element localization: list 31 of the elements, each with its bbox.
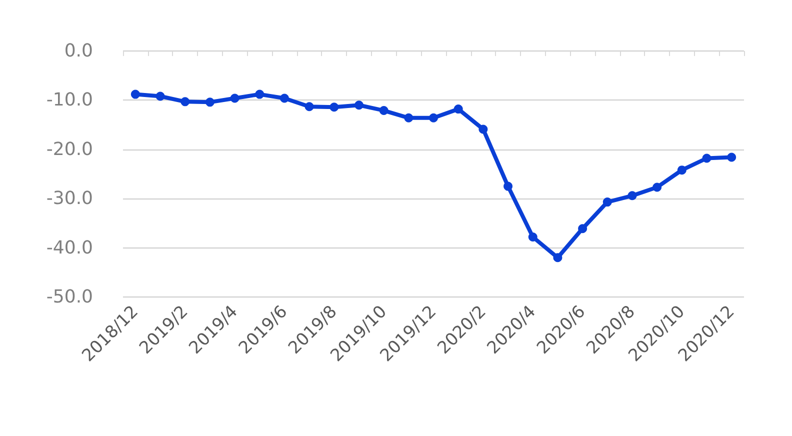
point bbox=[230, 94, 240, 103]
point bbox=[504, 182, 513, 191]
point bbox=[602, 198, 612, 207]
point bbox=[130, 90, 140, 99]
y-tick-label: -10.0 bbox=[46, 90, 93, 111]
point bbox=[702, 154, 712, 163]
point bbox=[404, 113, 414, 122]
y-tick-label: -50.0 bbox=[46, 286, 93, 308]
point bbox=[478, 124, 488, 134]
point bbox=[727, 152, 736, 162]
point bbox=[379, 106, 388, 116]
y-tick-label: 0.0 bbox=[64, 40, 93, 62]
point bbox=[330, 102, 339, 112]
point bbox=[180, 97, 190, 106]
y-tick-label: -40.0 bbox=[46, 237, 93, 258]
point bbox=[205, 98, 214, 107]
point bbox=[454, 104, 463, 114]
point bbox=[354, 100, 364, 110]
point bbox=[429, 113, 438, 122]
point bbox=[528, 232, 538, 242]
point bbox=[677, 166, 686, 175]
point bbox=[304, 102, 314, 112]
point bbox=[578, 224, 588, 234]
y-tick-label: -20.0 bbox=[46, 138, 93, 160]
y-tick-label: -30.0 bbox=[46, 188, 93, 210]
point bbox=[628, 191, 637, 200]
point bbox=[280, 94, 289, 103]
point bbox=[652, 182, 662, 192]
point bbox=[156, 92, 165, 101]
point bbox=[553, 253, 562, 262]
point bbox=[255, 90, 264, 99]
